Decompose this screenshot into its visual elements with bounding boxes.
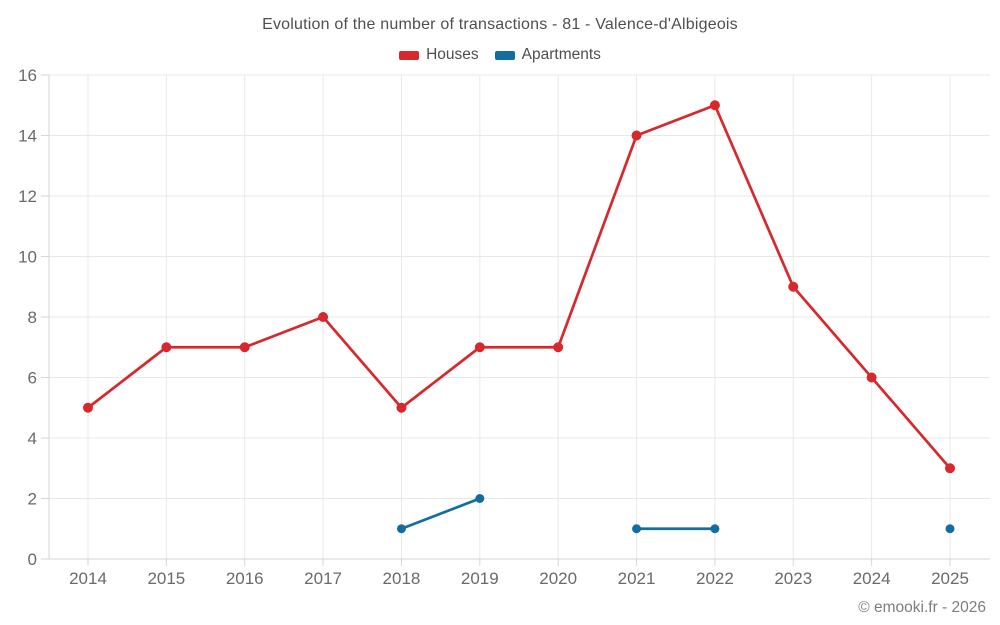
x-axis-tick-label: 2025 <box>931 569 969 588</box>
x-axis-tick-label: 2016 <box>226 569 264 588</box>
x-axis-tick-label: 2018 <box>383 569 421 588</box>
apartments-point-2021[interactable] <box>632 524 642 534</box>
y-axis-tick-label: 10 <box>18 248 37 267</box>
houses-line <box>86 103 952 470</box>
y-axis-tick-label: 14 <box>18 127 37 146</box>
apartments-legend-swatch <box>494 50 515 60</box>
houses-point-2019[interactable] <box>474 342 485 353</box>
copyright-text: © emooki.fr - 2026 <box>858 599 986 616</box>
houses-point-2016[interactable] <box>239 342 250 353</box>
houses-legend-swatch <box>399 50 420 60</box>
x-axis-tick-label: 2017 <box>304 569 342 588</box>
y-axis-tick-label: 8 <box>28 308 37 327</box>
houses-point-2022[interactable] <box>709 100 720 111</box>
apartments-point-2019[interactable] <box>475 494 485 503</box>
houses-point-2020[interactable] <box>553 342 564 353</box>
houses-point-2018[interactable] <box>396 402 407 413</box>
legend-item-houses[interactable]: Houses <box>399 46 479 64</box>
houses-point-2014[interactable] <box>83 402 93 413</box>
y-axis-tick-label: 6 <box>28 369 37 388</box>
houses-point-2017[interactable] <box>318 312 329 322</box>
legend-item-apartments[interactable]: Apartments <box>494 46 601 64</box>
houses-point-2024[interactable] <box>866 372 877 383</box>
x-axis-tick-label: 2021 <box>618 569 656 588</box>
y-axis-tick-label: 0 <box>28 550 37 569</box>
houses-point-2025[interactable] <box>945 463 955 474</box>
houses-legend-label: Houses <box>426 46 479 63</box>
y-axis-tick-label: 12 <box>18 187 37 206</box>
x-axis-tick-label: 2024 <box>853 569 891 588</box>
y-axis-tick-label: 2 <box>28 490 37 509</box>
x-axis-tick-label: 2015 <box>147 569 185 588</box>
y-axis-tick-label: 4 <box>28 429 37 448</box>
houses-point-2023[interactable] <box>788 281 799 292</box>
x-axis-tick-label: 2022 <box>696 569 734 588</box>
houses-point-2015[interactable] <box>161 342 172 353</box>
apartments-legend-label: Apartments <box>521 46 601 63</box>
x-axis-tick-label: 2020 <box>539 569 577 588</box>
chart-title: Evolution of the number of transactions … <box>262 16 738 33</box>
x-axis-tick-label: 2023 <box>774 569 812 588</box>
apartments-line <box>400 497 482 531</box>
apartments-point-2025[interactable] <box>945 524 955 534</box>
apartments-point-2022[interactable] <box>710 524 720 534</box>
apartments-point-2018[interactable] <box>396 524 406 534</box>
x-axis-tick-label: 2014 <box>69 569 107 588</box>
chart-legend: Houses Apartments <box>0 46 1000 64</box>
x-axis-tick-label: 2019 <box>461 569 499 588</box>
y-axis-tick-label: 16 <box>18 66 37 85</box>
houses-point-2021[interactable] <box>631 130 642 141</box>
